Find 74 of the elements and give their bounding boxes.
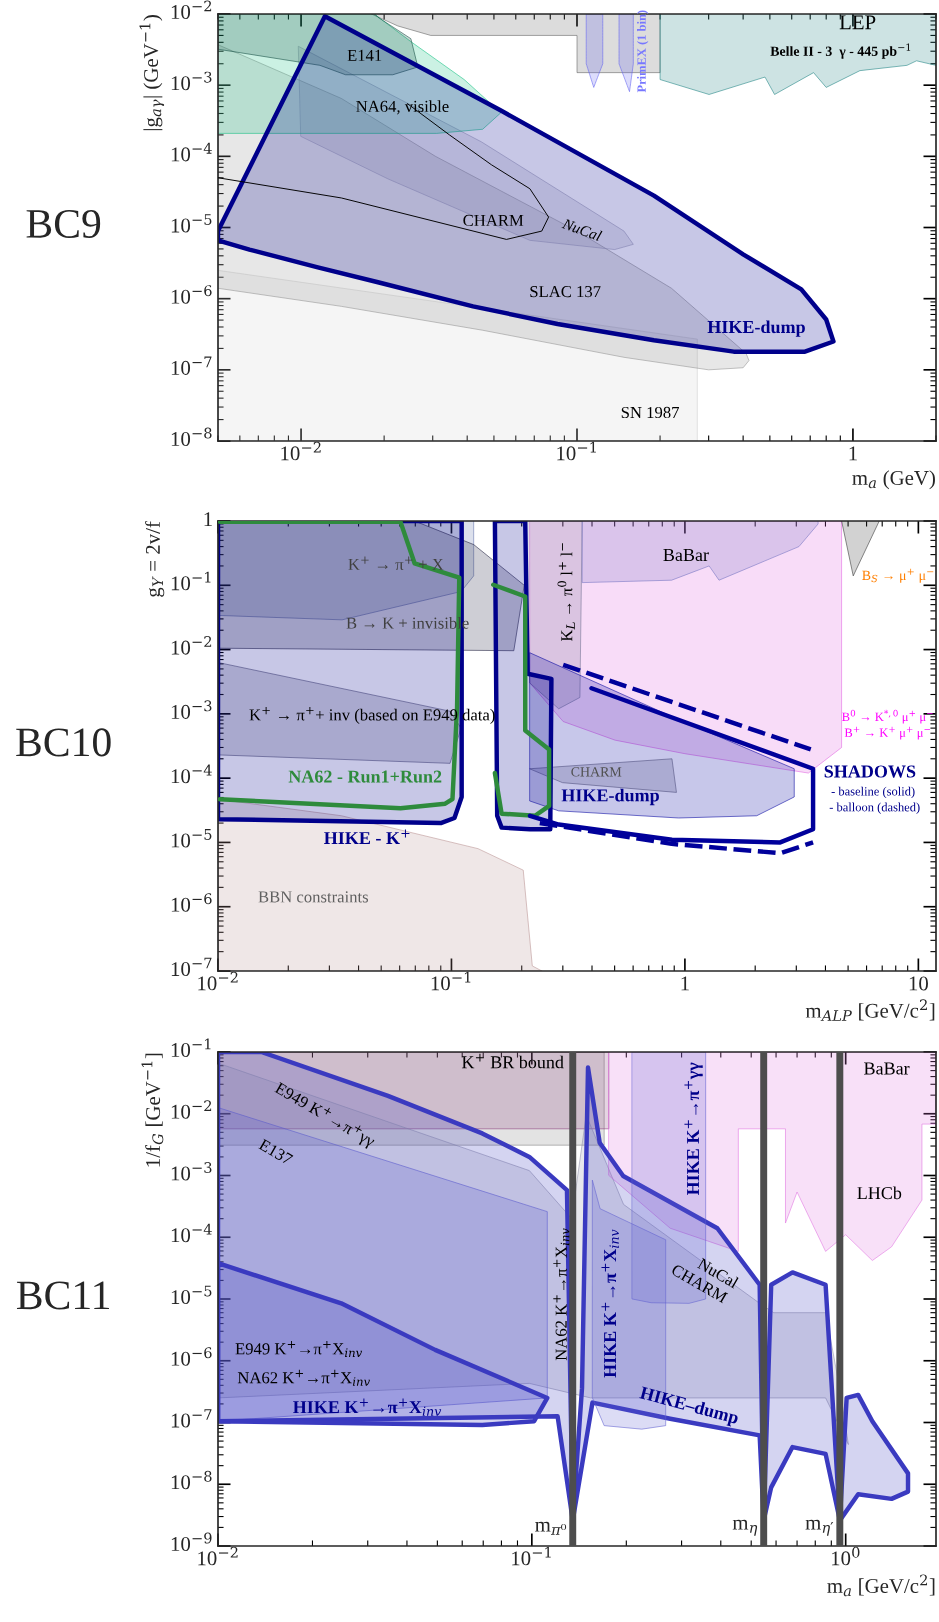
annotation: K$^{+}$ BR bound — [461, 1053, 564, 1069]
y-tick-label: 10$^{−5}$ — [171, 214, 212, 233]
annotation: E137 — [258, 1138, 294, 1166]
annotation: HIKE K$^{+}$→π$^{+}$X$_{inv}$ — [293, 1398, 442, 1416]
annotation: LHCb — [857, 1186, 902, 1200]
annotation: NuCal — [561, 217, 603, 242]
y-tick-label: 10$^{−1}$ — [171, 571, 211, 591]
annotation: SLAC 137 — [530, 286, 601, 298]
annotation: HIKE K$^{+}$→π$^{+}$X$_{inv}$ — [601, 1229, 619, 1378]
y-tick-label: 10$^{−6}$ — [171, 285, 212, 304]
annotation: LEP — [839, 15, 876, 30]
annotation: PrimEX (1 bin) — [637, 10, 649, 93]
x-tick-label: 10 — [909, 976, 928, 991]
annotation: K$_{L}$ → π$^{0}$ l$^{+}$ l$^{−}$ — [557, 543, 575, 642]
y-axis-title: g$_{Y}$ = 2v/f — [145, 521, 165, 597]
x-tick-label: 10$^{−1}$ — [431, 971, 471, 991]
annotation: BBN constraints — [258, 891, 369, 903]
annotation: - balloon (dashed) — [829, 802, 920, 814]
y-tick-label: 10$^{−3}$ — [171, 1161, 212, 1181]
annotation: B$^{0}$ → K$^{*,0}$ μ$^{+}$ μ$^{−}$ — [842, 709, 933, 724]
text: BC11 — [16, 1281, 109, 1310]
annotation: CHARM — [463, 214, 524, 227]
y-tick-label: 10$^{−8}$ — [171, 1470, 212, 1490]
x-axis-title: m$_{a}$ (GeV) — [852, 470, 935, 490]
text: BC9 — [26, 209, 101, 238]
y-tick-label: 10$^{−3}$ — [171, 71, 212, 91]
y-tick-label: 10$^{−4}$ — [171, 142, 212, 162]
y-tick-label: 10$^{−5}$ — [171, 829, 212, 848]
y-axis-title: 1/f$_{G}$ [GeV$^{−1}$] — [141, 1053, 164, 1167]
annotation: E141 — [347, 49, 382, 61]
annotation: CHARM — [571, 767, 622, 777]
annotation: HIKE - K$^{+}$ — [324, 829, 410, 844]
annotation: NA62 K$^{+}$→π$^{+}$X$_{inv}$ — [553, 1228, 570, 1361]
annotation: NA62 - Run1+Run2 — [288, 770, 442, 783]
annotation: BaBar — [864, 1062, 910, 1075]
y-tick-label: 10$^{−8}$ — [171, 427, 212, 447]
y-tick-label: 10$^{−4}$ — [171, 764, 212, 784]
x-axis-title: m$_{a}$ [GeV/c$^{2}$] — [827, 1574, 935, 1597]
y-tick-label: 10$^{−7}$ — [171, 356, 212, 375]
annotation: HIKE-dump — [561, 788, 659, 806]
annotation: E949 K$^{+}$→π$^{+}$X$_{inv}$ — [235, 1340, 363, 1357]
x-tick-label: 1 — [681, 976, 689, 991]
ref-line-label: m$_{π⁰}$ — [535, 1521, 567, 1535]
annotation: Belle II - 3 γ - 445 pb$^{−1}$ — [770, 43, 911, 59]
x-tick-label: 10$^{−2}$ — [281, 441, 321, 461]
y-tick-label: 1 — [204, 512, 212, 527]
y-tick-label: 10$^{−2}$ — [171, 0, 212, 20]
x-tick-label: 10$^{0}$ — [831, 1546, 860, 1566]
annotation: B$^{+}$ → K$^{+}$ μ$^{+}$ μ$^{−}$ — [844, 726, 930, 740]
y-axis-title: |g$_{aγ}$| (GeV$^{−1}$) — [139, 15, 165, 131]
ref-line-label: m$_{η′}$ — [805, 1519, 834, 1536]
annotation: SN 1987 — [621, 406, 679, 419]
annotation: B$_{S}$ → μ$^{+}$ μ$^{−}$ — [862, 568, 934, 583]
x-axis-title: m$_{ALP}$ [GeV/c$^{2}$] — [805, 999, 935, 1021]
x-tick-label: 1 — [849, 446, 857, 461]
x-tick-label: 10$^{−1}$ — [512, 1546, 551, 1566]
ref-line-label: m$_{η}$ — [732, 1519, 758, 1536]
y-tick-label: 10$^{−2}$ — [171, 1100, 212, 1119]
annotation: HIKE K$^{+}$→π$^{+}$γγ — [684, 1062, 703, 1196]
annotation: BaBar — [663, 549, 709, 562]
y-tick-label: 10$^{−2}$ — [171, 636, 212, 655]
annotation: NA62 K$^{+}$→π$^{+}$X$_{inv}$ — [237, 1369, 371, 1386]
y-tick-label: 10$^{−7}$ — [171, 1409, 212, 1428]
y-tick-label: 10$^{−3}$ — [171, 700, 212, 719]
annotation: SHADOWS — [824, 765, 916, 778]
x-tick-label: 10$^{−1}$ — [557, 441, 596, 461]
annotation: HIKE-dump — [707, 320, 805, 337]
y-tick-label: 10$^{−5}$ — [171, 1285, 212, 1305]
y-tick-label: 10$^{−4}$ — [171, 1223, 212, 1243]
y-tick-label: 10$^{−6}$ — [171, 1347, 212, 1366]
y-tick-label: 10$^{−1}$ — [171, 1038, 211, 1058]
y-tick-label: 10$^{−6}$ — [171, 893, 212, 912]
annotation: - baseline (solid) — [831, 786, 915, 799]
text: BC10 — [16, 728, 111, 757]
